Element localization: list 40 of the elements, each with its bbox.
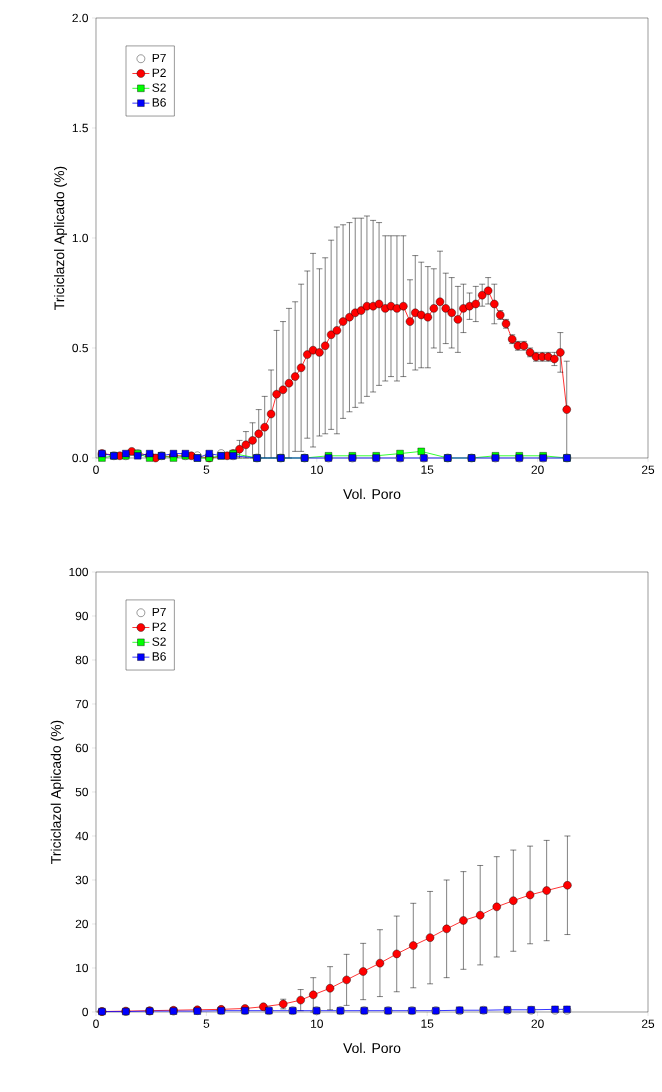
y-tick-label: 70 [75, 699, 89, 709]
y-axis-title: Triciclazol Aplicado (%) [50, 720, 64, 864]
legend-label: P7 [152, 607, 166, 617]
x-tick-label: 20 [531, 1019, 544, 1028]
y-tick-label: 100 [69, 567, 89, 577]
y-tick-label: 0 [82, 1007, 89, 1017]
legend-label: S2 [152, 83, 166, 92]
x-tick-label: 0 [93, 1019, 99, 1028]
x-tick-label: 0 [93, 465, 99, 474]
x-tick-label: 5 [203, 1019, 210, 1028]
y-tick-label: 40 [75, 831, 89, 841]
x-tick-label: 20 [531, 465, 544, 474]
y-tick-label: 0.5 [72, 343, 88, 353]
y-axis-title: Triciclazol Aplicado (%) [54, 166, 68, 310]
x-tick-label: 5 [203, 465, 210, 474]
legend-label: P7 [152, 53, 166, 63]
y-tick-label: 10 [76, 963, 89, 973]
x-tick-label: 25 [641, 1019, 655, 1028]
x-axis-title: Vol. Poro [343, 488, 401, 500]
y-tick-label: 0.0 [72, 453, 89, 463]
y-tick-label: 80 [75, 655, 89, 665]
y-tick-label: 2.0 [72, 13, 89, 23]
legend-label: B6 [152, 98, 166, 107]
x-tick-label: 10 [311, 465, 323, 474]
y-tick-label: 1.0 [72, 233, 89, 243]
legend-label: B6 [152, 652, 166, 661]
y-tick-label: 30 [75, 875, 89, 885]
x-tick-label: 15 [421, 465, 434, 474]
x-tick-label: 15 [421, 1019, 434, 1028]
x-tick-label: 25 [641, 465, 655, 474]
legend-label: S2 [152, 637, 166, 646]
y-tick-label: 50 [75, 787, 89, 797]
y-tick-label: 20 [75, 919, 89, 929]
y-tick-label: 1.5 [72, 123, 88, 133]
legend-label: P2 [152, 68, 166, 77]
x-tick-label: 10 [311, 1019, 323, 1028]
legend-label: P2 [152, 622, 166, 631]
x-axis-title: Vol. Poro [343, 1042, 401, 1054]
y-tick-label: 60 [75, 743, 89, 753]
y-tick-label: 90 [75, 611, 89, 621]
